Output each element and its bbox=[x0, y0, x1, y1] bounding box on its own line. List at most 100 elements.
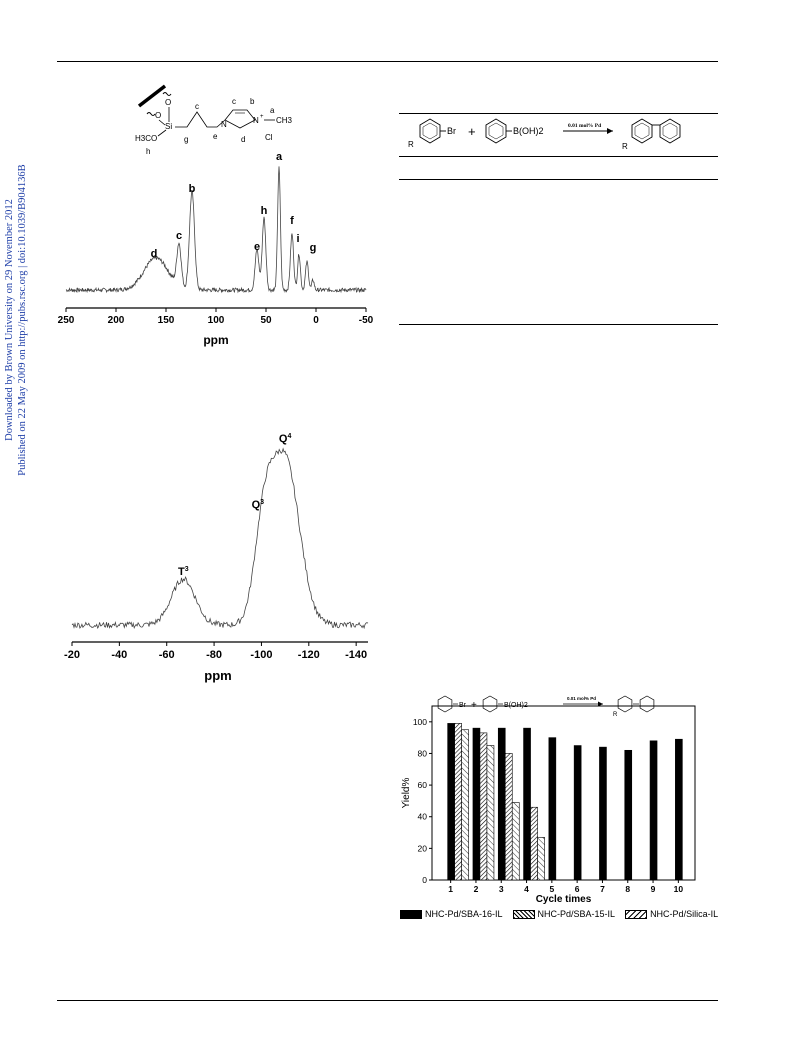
bar-sba16 bbox=[523, 727, 531, 881]
bar-x-tick-label: 3 bbox=[499, 884, 504, 894]
label-b: b bbox=[250, 97, 255, 106]
bar-y-tick-label: 100 bbox=[413, 717, 427, 727]
table-bottom-rule bbox=[399, 324, 718, 325]
c13-x-tick-label: 150 bbox=[158, 315, 175, 326]
label-d: d bbox=[241, 135, 245, 144]
bar-x-tick-label: 4 bbox=[524, 884, 529, 894]
label-h: h bbox=[146, 147, 150, 156]
si-atom: Si bbox=[165, 122, 172, 131]
download-note: Downloaded by Brown University on 29 Nov… bbox=[4, 199, 15, 441]
bar-sba16 bbox=[573, 745, 582, 881]
si29-x-tick-label: -60 bbox=[159, 649, 175, 661]
legend-item-sba16: NHC-Pd/SBA-16-IL bbox=[400, 909, 503, 920]
bar-sba16 bbox=[447, 723, 455, 881]
methoxy-group: H3CO bbox=[135, 134, 157, 143]
inset-benzene-3 bbox=[617, 695, 633, 713]
si29-spectrum-trace bbox=[71, 447, 369, 630]
reaction-scheme: R Br + B(OH)2 0.01 mol% Pd R bbox=[408, 118, 681, 151]
si29-x-tick-label: -80 bbox=[206, 649, 222, 661]
legend-item-sba15: NHC-Pd/SBA-15-IL bbox=[512, 909, 616, 920]
bar-x-axis-label: Cycle times bbox=[536, 894, 592, 905]
legend-label-sba16: NHC-Pd/SBA-16-IL bbox=[425, 909, 503, 919]
bar-plot-frame bbox=[431, 705, 696, 881]
si29-peak-superscript: 3 bbox=[185, 566, 189, 573]
inset-boronic: B(OH)2 bbox=[504, 702, 528, 709]
c13-x-tick-label: 250 bbox=[58, 315, 75, 326]
si29-x-tick-label: -140 bbox=[345, 649, 367, 661]
legend-label-sba15: NHC-Pd/SBA-15-IL bbox=[537, 909, 616, 919]
structure-diagram: O O Si H3CO h g c e N N + CH3 c b a d Cl bbox=[135, 84, 293, 156]
c13-nmr-spectrum: 250 200 150 100 50 0 -50 ppm d c b e h a fig bbox=[58, 151, 374, 347]
inset-benzene-2 bbox=[482, 695, 498, 713]
inset-benzene-4 bbox=[639, 695, 655, 713]
label-g: g bbox=[184, 135, 188, 144]
bar-silica bbox=[511, 802, 520, 881]
bar-silica bbox=[461, 729, 469, 881]
c13-peak-label: e bbox=[254, 241, 260, 253]
bar-x-tick-label: 7 bbox=[600, 884, 605, 894]
si29-x-tick-label: -40 bbox=[111, 649, 127, 661]
n-atom-1: N bbox=[221, 120, 227, 129]
bar-y-tick-label: 40 bbox=[418, 812, 428, 822]
bar-sba16 bbox=[599, 746, 607, 881]
recycling-bar-chart: 0 20 40 60 80 100 Yield% 1 2 3 4 5 6 7 8 9 10 Cycle times… bbox=[401, 695, 696, 905]
inset-r: R bbox=[613, 712, 618, 718]
si29-peak-label: Q4 bbox=[279, 433, 292, 445]
si29-x-tick-label: -100 bbox=[250, 649, 272, 661]
scheme-br: Br bbox=[447, 126, 456, 136]
c13-x-tick-label: 50 bbox=[260, 315, 272, 326]
c13-peak-label: b bbox=[189, 183, 196, 195]
bar-x-tick-label: 8 bbox=[625, 884, 630, 894]
si29-peak-label: Q3 bbox=[252, 499, 265, 511]
scheme-top-rule bbox=[399, 113, 718, 114]
inset-condition: 0.01 mol% Pd bbox=[567, 696, 596, 701]
si29-nmr-spectrum: -20 -40 -60 -80 -100 -120 -140 ppm T3 Q3 Q4 bbox=[64, 433, 369, 683]
bar-y-tick-label: 60 bbox=[418, 780, 428, 790]
c13-x-tick-label: 100 bbox=[208, 315, 225, 326]
bar-sba15 bbox=[479, 732, 488, 881]
methyl-group: CH3 bbox=[276, 116, 293, 125]
bar-chart-legend: NHC-Pd/SBA-16-IL NHC-Pd/SBA-15-IL NHC-Pd… bbox=[400, 909, 719, 920]
bar-sba16 bbox=[624, 749, 633, 881]
c13-peak-label: i bbox=[296, 233, 299, 245]
bar-sba16 bbox=[675, 738, 683, 881]
c13-peak-label: h bbox=[261, 205, 268, 217]
scheme-plus: + bbox=[468, 124, 476, 139]
c13-peak-label: a bbox=[276, 151, 283, 163]
inset-plus: + bbox=[471, 700, 477, 711]
c13-x-axis-label: ppm bbox=[203, 333, 228, 347]
c13-x-tick-label: 0 bbox=[313, 315, 319, 326]
scheme-boronic: B(OH)2 bbox=[513, 126, 544, 136]
bar-sba16 bbox=[649, 740, 658, 881]
c13-peak-label: d bbox=[151, 248, 158, 260]
scheme-r-right: R bbox=[622, 142, 628, 151]
bar-x-tick-label: 1 bbox=[448, 884, 453, 894]
table-top-rule bbox=[399, 179, 718, 180]
c13-x-tick-label: -50 bbox=[359, 315, 374, 326]
bar-sba15 bbox=[504, 753, 513, 881]
n-atom-2: N bbox=[253, 116, 259, 125]
o-atom-1: O bbox=[155, 111, 161, 120]
c13-peak-label: c bbox=[176, 230, 182, 242]
bar-x-tick-label: 10 bbox=[674, 884, 684, 894]
label-a: a bbox=[270, 106, 275, 115]
inset-benzene-1 bbox=[437, 695, 453, 713]
bar-silica bbox=[537, 836, 545, 881]
si29-x-tick-label: -120 bbox=[298, 649, 320, 661]
legend-item-silica: NHC-Pd/Silica-IL bbox=[625, 909, 719, 920]
bar-chart-scheme: Br + B(OH)2 0.01 mol% Pd R bbox=[437, 695, 655, 718]
si29-x-tick-label: -20 bbox=[64, 649, 80, 661]
bar-sba16 bbox=[548, 737, 557, 881]
si29-peak-label: T3 bbox=[178, 566, 189, 578]
o-atom-2: O bbox=[165, 98, 171, 107]
bar-sba16 bbox=[472, 727, 481, 881]
bar-sba15 bbox=[530, 806, 538, 881]
bar-silica bbox=[486, 745, 495, 881]
legend-label-silica: NHC-Pd/Silica-IL bbox=[650, 909, 719, 919]
bar-sba15 bbox=[454, 723, 462, 881]
bar-x-tick-label: 6 bbox=[575, 884, 580, 894]
download-sidebar: Downloaded by Brown University on 29 Nov… bbox=[3, 164, 29, 475]
bar-y-tick-label: 0 bbox=[422, 875, 427, 885]
label-e: e bbox=[213, 132, 218, 141]
bar-y-tick-label: 80 bbox=[418, 748, 428, 758]
